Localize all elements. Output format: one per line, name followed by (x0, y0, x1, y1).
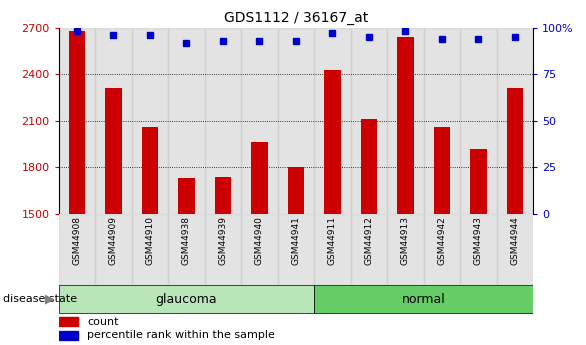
Bar (59, 214, 95, 285)
Bar (350, 28, 387, 214)
Text: disease state: disease state (3, 294, 77, 304)
Bar (105, 88, 121, 214)
Bar (507, 88, 523, 214)
Text: GSM44939: GSM44939 (219, 216, 227, 265)
Text: GSM44940: GSM44940 (255, 216, 264, 265)
Bar (497, 28, 533, 214)
Bar (69, 31, 85, 214)
Text: glaucoma: glaucoma (155, 293, 217, 306)
Bar (314, 285, 533, 313)
Bar (214, 177, 231, 214)
Text: ▶: ▶ (45, 293, 54, 306)
Title: GDS1112 / 36167_at: GDS1112 / 36167_at (224, 11, 368, 25)
Bar (460, 28, 497, 214)
Bar (424, 28, 460, 214)
Bar (59, 28, 95, 214)
Bar (205, 214, 241, 285)
Bar (59, 317, 77, 326)
Bar (460, 214, 497, 285)
Bar (168, 28, 205, 214)
Text: GSM44908: GSM44908 (72, 216, 81, 265)
Bar (278, 214, 314, 285)
Text: GSM44913: GSM44913 (401, 216, 410, 265)
Bar (142, 127, 158, 214)
Bar (324, 69, 340, 214)
Text: GSM44941: GSM44941 (291, 216, 301, 265)
Bar (278, 28, 314, 214)
Bar (471, 149, 487, 214)
Bar (424, 214, 460, 285)
Text: normal: normal (402, 293, 445, 306)
Bar (288, 167, 304, 214)
Bar (350, 214, 387, 285)
Bar (132, 28, 168, 214)
Bar (59, 331, 77, 340)
Bar (497, 214, 533, 285)
Bar (59, 285, 314, 313)
Bar (361, 119, 377, 214)
Bar (178, 178, 195, 214)
Text: GSM44938: GSM44938 (182, 216, 191, 265)
Bar (95, 214, 132, 285)
Bar (434, 127, 450, 214)
Text: GSM44911: GSM44911 (328, 216, 337, 265)
Text: percentile rank within the sample: percentile rank within the sample (87, 331, 275, 341)
Text: GSM44943: GSM44943 (474, 216, 483, 265)
Bar (241, 214, 278, 285)
Bar (132, 214, 168, 285)
Bar (168, 214, 205, 285)
Text: GSM44944: GSM44944 (510, 216, 520, 265)
Text: count: count (87, 317, 118, 327)
Text: GSM44910: GSM44910 (145, 216, 154, 265)
Bar (95, 28, 132, 214)
Bar (251, 142, 268, 214)
Bar (241, 28, 278, 214)
Bar (314, 28, 350, 214)
Bar (397, 37, 414, 214)
Bar (205, 28, 241, 214)
Bar (387, 28, 424, 214)
Text: GSM44942: GSM44942 (438, 216, 447, 265)
Text: GSM44912: GSM44912 (364, 216, 373, 265)
Bar (387, 214, 424, 285)
Bar (314, 214, 350, 285)
Text: GSM44909: GSM44909 (109, 216, 118, 265)
